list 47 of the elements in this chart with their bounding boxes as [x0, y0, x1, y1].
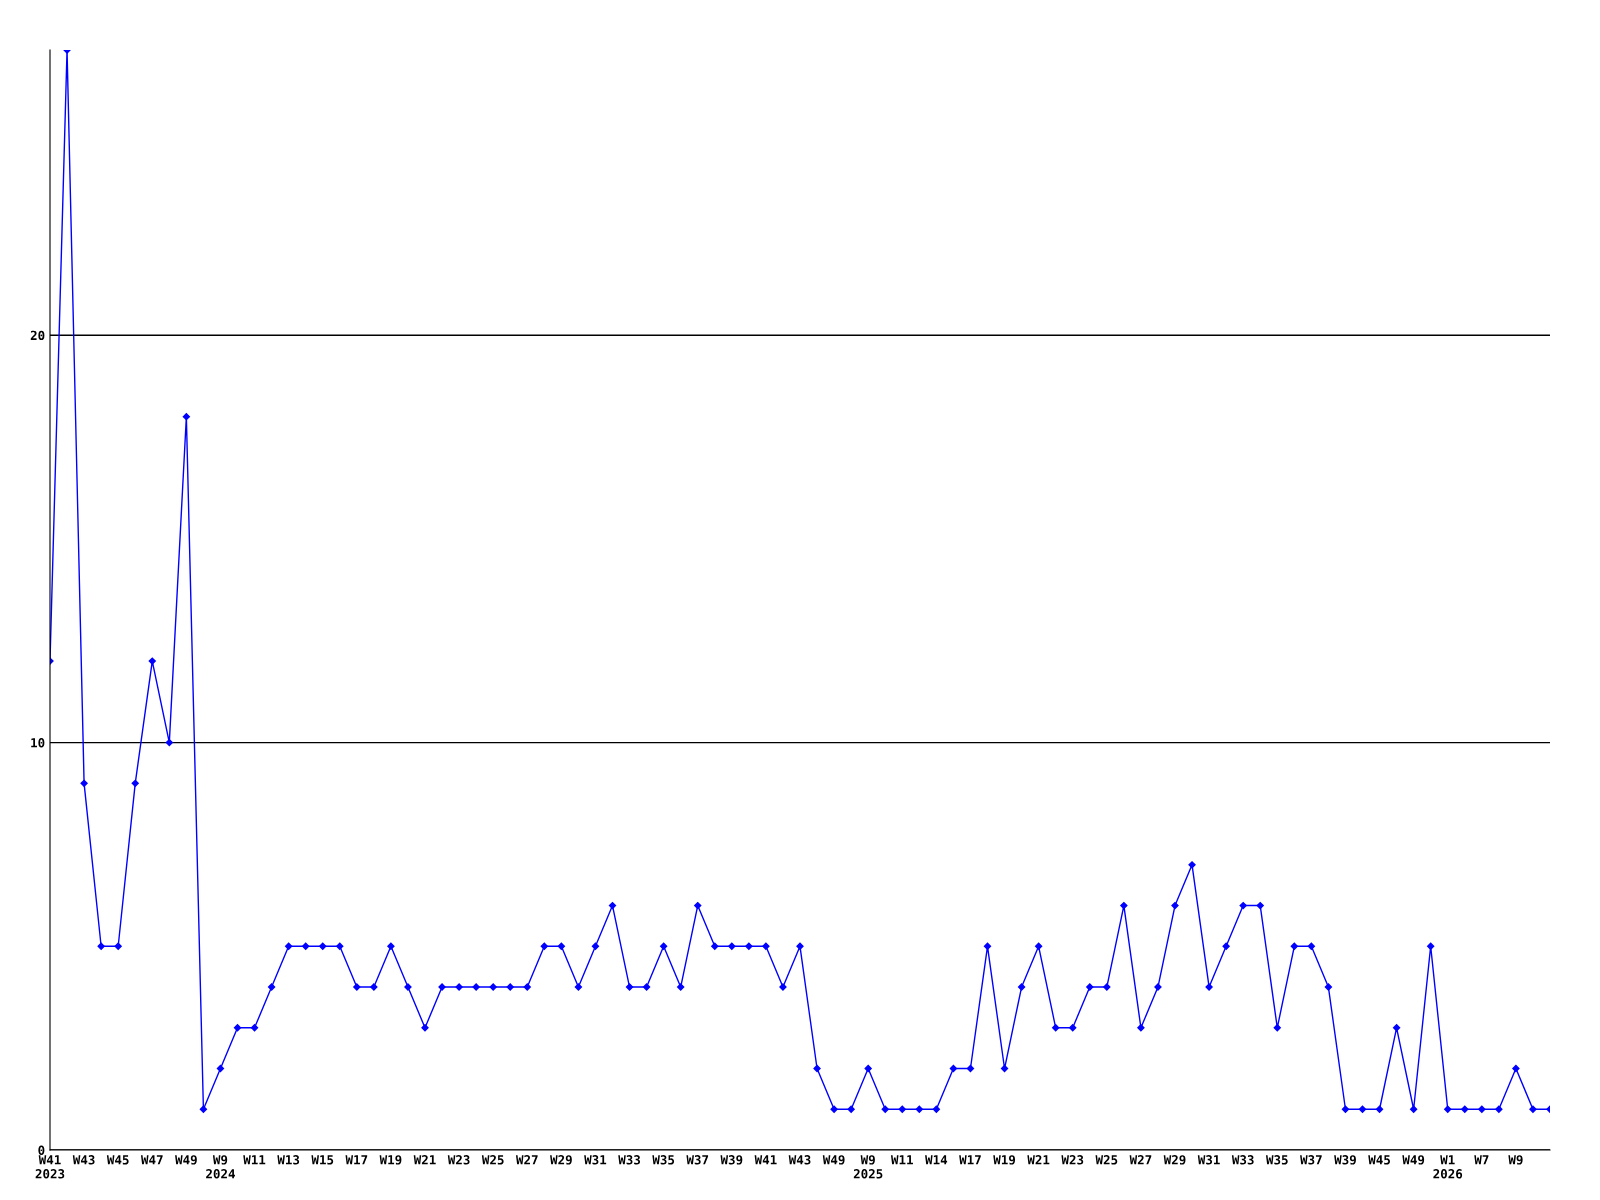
x-tick-label: W17 [959, 1155, 981, 1165]
x-tick-label: W21 [413, 1155, 436, 1165]
x-tick-label: W11 [890, 1155, 913, 1165]
x-tick-label: W14 [925, 1155, 948, 1165]
x-tick-label: W43 [72, 1155, 95, 1165]
x-tick-label: W9 2025 [853, 1155, 883, 1179]
x-tick-label: W25 [1095, 1155, 1118, 1165]
x-tick-label: W39 [720, 1155, 743, 1165]
x-tick-label: W29 [550, 1155, 572, 1165]
x-tick-label: W37 [1300, 1155, 1322, 1165]
x-tick-label: W49 [175, 1155, 197, 1165]
x-tick-label: W49 [822, 1155, 845, 1165]
x-tick-label: W43 [788, 1155, 811, 1165]
x-tick-label: W41 [754, 1155, 777, 1165]
x-tick-label: W1 2026 [1433, 1155, 1463, 1179]
x-tick-label: W35 [652, 1155, 675, 1165]
x-tick-label: W25 [481, 1155, 504, 1165]
x-tick-label: W45 [1368, 1155, 1390, 1165]
y-tick-label: 10 [31, 738, 45, 748]
x-tick-label: W45 [106, 1155, 129, 1165]
x-tick-label: W47 [140, 1155, 163, 1165]
x-tick-label: W17 [345, 1155, 368, 1165]
x-tick-label: W27 [1129, 1155, 1152, 1165]
x-tick-label: W19 [993, 1155, 1016, 1165]
y-tick-label: 0 [38, 1145, 45, 1155]
x-tick-label: W39 [1334, 1155, 1356, 1165]
x-tick-label: W23 [1061, 1155, 1084, 1165]
x-tick-label: W27 [515, 1155, 538, 1165]
x-tick-label: W11 [243, 1155, 266, 1165]
x-tick-label: W21 [1027, 1155, 1050, 1165]
x-tick-label: W15 [311, 1155, 334, 1165]
x-tick-label: W37 [686, 1155, 709, 1165]
x-tick-label: W19 [379, 1155, 402, 1165]
x-tick-label: W35 [1265, 1155, 1288, 1165]
x-tick-label: W29 [1163, 1155, 1186, 1165]
x-tick-label: W9 [1508, 1155, 1523, 1165]
x-tick-label: W9 2024 [206, 1155, 235, 1179]
x-tick-label: W31 [584, 1155, 607, 1165]
x-tick-label: W41 2023 [35, 1155, 65, 1179]
x-tick-label: W49 [1402, 1155, 1425, 1165]
x-tick-label: W7 [1474, 1155, 1489, 1165]
x-tick-label: W23 [447, 1155, 470, 1165]
y-tick-label: 20 [30, 330, 45, 341]
x-tick-label: W31 [1197, 1155, 1220, 1165]
x-tick-label: W33 [618, 1155, 641, 1165]
x-tick-label: W33 [1231, 1155, 1254, 1165]
x-tick-label: W13 [277, 1155, 300, 1165]
